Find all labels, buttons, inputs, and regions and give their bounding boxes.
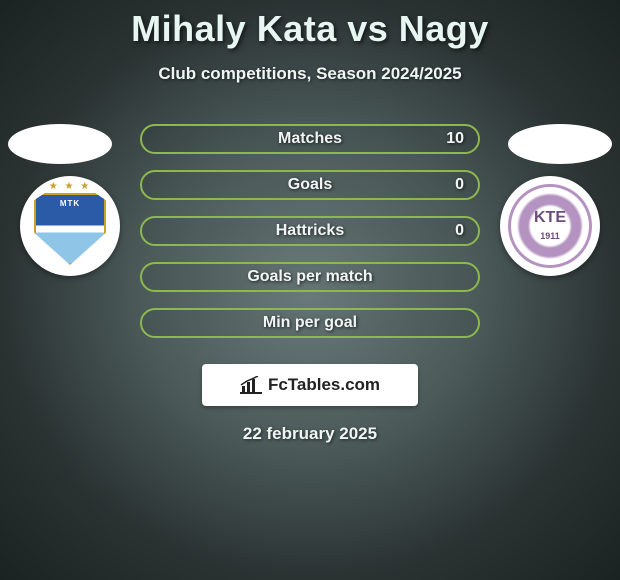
kte-badge: KTE 1911 <box>508 184 592 268</box>
stat-label: Matches <box>142 126 478 152</box>
kte-abbrev: KTE <box>511 209 589 227</box>
bar-chart-icon <box>240 376 262 394</box>
stat-row-goals: Goals 0 <box>140 170 480 200</box>
brand-text: FcTables.com <box>268 375 380 395</box>
content-area: ★ ★ ★ MTK KTE 1911 Matches 10 Goals 0 <box>0 114 620 354</box>
stat-label: Goals per match <box>142 264 478 290</box>
mtk-badge: ★ ★ ★ MTK <box>34 185 106 267</box>
stat-label: Goals <box>142 172 478 198</box>
player-avatar-left <box>8 124 112 164</box>
stat-right-value: 0 <box>455 172 464 198</box>
comparison-card: Mihaly Kata vs Nagy Club competitions, S… <box>0 0 620 580</box>
kte-year: 1911 <box>511 231 589 241</box>
mtk-abbrev: MTK <box>34 199 106 208</box>
player-avatar-right <box>508 124 612 164</box>
stat-right-value: 10 <box>446 126 464 152</box>
stat-right-value: 0 <box>455 218 464 244</box>
brand-box: FcTables.com <box>202 364 418 406</box>
stat-rows: Matches 10 Goals 0 Hattricks 0 Goals per… <box>140 124 480 354</box>
stat-row-hattricks: Hattricks 0 <box>140 216 480 246</box>
stat-row-min-per-goal: Min per goal <box>140 308 480 338</box>
club-badge-left: ★ ★ ★ MTK <box>20 176 120 276</box>
page-title: Mihaly Kata vs Nagy <box>0 0 620 50</box>
stat-label: Hattricks <box>142 218 478 244</box>
stat-row-matches: Matches 10 <box>140 124 480 154</box>
mtk-stars-icon: ★ ★ ★ <box>34 181 106 192</box>
stat-row-goals-per-match: Goals per match <box>140 262 480 292</box>
stat-label: Min per goal <box>142 310 478 336</box>
subtitle: Club competitions, Season 2024/2025 <box>0 64 620 84</box>
club-badge-right: KTE 1911 <box>500 176 600 276</box>
date-text: 22 february 2025 <box>0 424 620 444</box>
